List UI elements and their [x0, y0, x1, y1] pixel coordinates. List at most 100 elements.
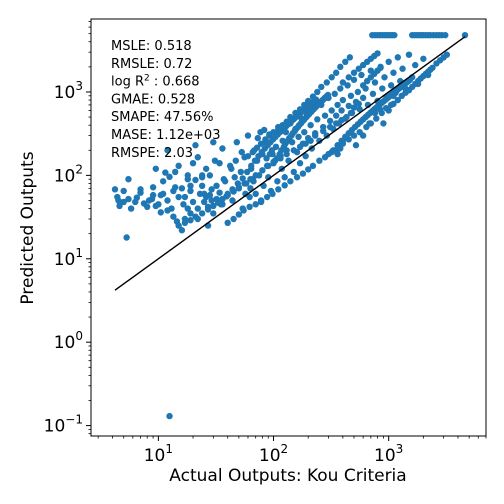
- data-point: [159, 178, 167, 185]
- data-point: [387, 82, 395, 89]
- data-point: [257, 197, 265, 204]
- y-axis-ticks: 10−1 100 101 102 103: [44, 21, 91, 437]
- data-point: [125, 176, 132, 183]
- data-point: [420, 55, 427, 62]
- data-point: [279, 121, 286, 129]
- data-point: [332, 112, 340, 119]
- data-point: [192, 176, 199, 184]
- data-point: [337, 85, 344, 92]
- data-point: [292, 109, 299, 117]
- data-point: [461, 31, 469, 39]
- data-point: [338, 116, 345, 124]
- data-point: [285, 157, 292, 164]
- data-point: [399, 65, 406, 72]
- data-point: [265, 162, 272, 170]
- data-point: [211, 157, 219, 164]
- data-point: [125, 195, 132, 203]
- data-point: [331, 90, 338, 98]
- data-point: [189, 159, 197, 167]
- data-point: [394, 96, 401, 104]
- data-point: [350, 132, 358, 139]
- data-point: [246, 203, 253, 210]
- data-point: [314, 116, 321, 123]
- data-point: [359, 94, 367, 102]
- data-point: [204, 206, 212, 213]
- metric-line: MASE: 1.12e+03: [111, 128, 220, 143]
- data-point: [166, 412, 173, 420]
- metric-line: MSLE: 0.518: [111, 39, 192, 54]
- data-point: [252, 190, 259, 198]
- data-point: [268, 147, 276, 154]
- y-axis-label: Predicted Outputs: [18, 151, 38, 304]
- data-point: [157, 191, 165, 199]
- data-point: [328, 74, 335, 81]
- data-point: [120, 198, 127, 206]
- data-point: [325, 150, 332, 158]
- data-point: [210, 202, 217, 210]
- data-point: [257, 140, 265, 147]
- data-point: [111, 186, 119, 193]
- data-point: [337, 63, 344, 71]
- data-point: [359, 82, 367, 89]
- data-point: [224, 219, 231, 226]
- data-point: [391, 31, 398, 39]
- data-point: [178, 227, 186, 234]
- data-point: [241, 180, 248, 187]
- metric-line: RMSPE: 2.03: [111, 146, 193, 161]
- data-point: [339, 79, 347, 86]
- data-point: [281, 182, 288, 189]
- data-point: [208, 186, 215, 193]
- data-point: [287, 113, 294, 121]
- data-point: [316, 157, 323, 164]
- data-point: [337, 145, 344, 152]
- data-point: [247, 176, 254, 183]
- x-axis-ticks: 101 102 103: [97, 436, 487, 466]
- x-axis-label: Actual Outputs: Kou Criteria: [169, 466, 406, 486]
- data-point: [307, 137, 314, 144]
- data-point: [123, 234, 130, 241]
- identity-reference-line: [114, 36, 466, 291]
- data-point: [244, 132, 252, 139]
- data-point: [381, 74, 388, 81]
- data-point: [198, 182, 206, 189]
- data-point: [180, 201, 187, 208]
- data-point: [318, 83, 325, 91]
- data-point: [374, 50, 381, 57]
- data-point: [359, 132, 367, 139]
- x-tick-label: 101: [144, 442, 173, 466]
- data-point: [326, 123, 334, 131]
- data-point: [187, 217, 194, 224]
- data-point: [230, 188, 237, 195]
- data-point: [385, 107, 392, 114]
- data-point: [270, 158, 277, 166]
- data-point: [304, 97, 312, 105]
- data-point: [115, 197, 122, 204]
- metric-line: log R2 : 0.668: [111, 74, 200, 90]
- data-point: [202, 193, 210, 201]
- data-point: [235, 211, 243, 218]
- data-point: [210, 138, 217, 146]
- data-point: [369, 90, 377, 98]
- data-point: [164, 197, 171, 204]
- metric-line: GMAE: 0.528: [111, 92, 195, 107]
- data-point: [166, 173, 173, 181]
- data-point: [356, 106, 363, 113]
- data-point: [302, 140, 309, 147]
- data-point: [275, 125, 282, 133]
- data-point: [175, 162, 182, 170]
- data-point: [347, 109, 355, 117]
- data-point: [239, 175, 246, 182]
- data-point: [194, 154, 201, 161]
- data-point: [253, 144, 261, 151]
- data-point: [254, 134, 261, 142]
- data-point: [233, 138, 241, 146]
- data-point: [219, 145, 226, 152]
- data-point: [307, 121, 314, 129]
- data-point: [263, 193, 271, 201]
- data-point: [321, 112, 329, 119]
- data-point: [170, 187, 177, 195]
- plot-frame: [90, 18, 487, 437]
- data-point: [208, 197, 215, 204]
- data-point: [328, 107, 335, 114]
- data-point: [127, 205, 135, 212]
